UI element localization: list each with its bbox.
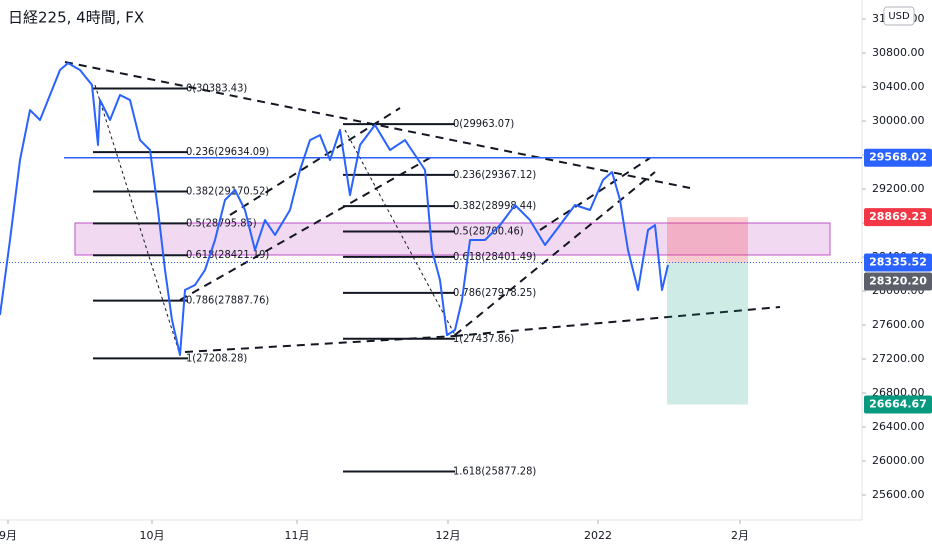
trend-line — [454, 171, 656, 336]
y-tick-label: 29200.00 — [872, 182, 925, 195]
price-label: 29568.02 — [869, 151, 927, 164]
y-tick-label: 26000.00 — [872, 454, 925, 467]
x-tick-label: 2月 — [731, 529, 749, 542]
fib-label: 0.618(28401.49) — [453, 250, 536, 263]
fib-label: 0.5(28795.85) — [186, 216, 257, 229]
zone — [74, 222, 831, 256]
y-tick-label: 27200.00 — [872, 352, 925, 365]
trend-line — [539, 157, 651, 231]
fib-label: 0.786(27887.76) — [186, 294, 269, 307]
fib-label: 1.618(25877.28) — [453, 464, 536, 477]
fib-label: 1(27437.86) — [453, 332, 514, 345]
y-tick-label: 30000.00 — [872, 114, 925, 127]
trend-line — [454, 306, 781, 337]
price-label: 26664.67 — [869, 398, 927, 411]
price-line — [0, 62, 669, 356]
price-label-box — [864, 253, 932, 272]
fib-label: 0.382(28998.44) — [453, 199, 536, 212]
fib-label: 0.786(27978.25) — [453, 286, 536, 299]
x-tick-label: 12月 — [436, 529, 461, 542]
fib-label: 0(30383.43) — [186, 81, 247, 94]
y-tick-label: 25600.00 — [872, 488, 925, 501]
price-label-box — [864, 148, 932, 167]
x-tick-label: 10月 — [140, 529, 165, 542]
price-label-box — [864, 272, 932, 291]
fib-label: 0.236(29367.12) — [453, 168, 536, 181]
trend-line — [229, 107, 401, 216]
fib-label: 1(27208.28) — [186, 351, 247, 364]
stop-box — [667, 217, 748, 263]
y-tick-label: 30400.00 — [872, 80, 925, 93]
fib-label: 0.236(29634.09) — [186, 145, 269, 158]
currency-box — [883, 6, 915, 26]
y-tick-label: 26400.00 — [872, 420, 925, 433]
fib-label: 0.382(29170.52) — [186, 185, 269, 198]
target-box — [667, 262, 748, 405]
fib-label: 0(29963.07) — [453, 117, 514, 130]
fib-trend — [344, 129, 456, 336]
drawings-back — [74, 222, 831, 256]
x-tick-label: 2022 — [584, 529, 612, 542]
price-label: 28335.52 — [869, 256, 927, 269]
price-label: 28320.20 — [869, 275, 927, 288]
fib-label: 0.5(28700.46) — [453, 224, 524, 237]
price-label-box — [864, 208, 932, 227]
trend-lines — [64, 61, 781, 356]
fib-label: 0.618(28421.19) — [186, 248, 269, 261]
price-label: 28869.23 — [869, 210, 927, 223]
x-tick-label: 9月 — [0, 529, 17, 542]
currency: USD — [888, 11, 910, 22]
y-tick-label: 30800.00 — [872, 46, 925, 59]
price-label-box — [864, 395, 932, 414]
fib-trend — [94, 84, 181, 356]
x-tick-label: 11月 — [285, 529, 310, 542]
trend-line — [179, 154, 436, 301]
y-tick-label: 27600.00 — [872, 318, 925, 331]
chart-title: 日経225, 4時間, FX — [8, 9, 144, 27]
